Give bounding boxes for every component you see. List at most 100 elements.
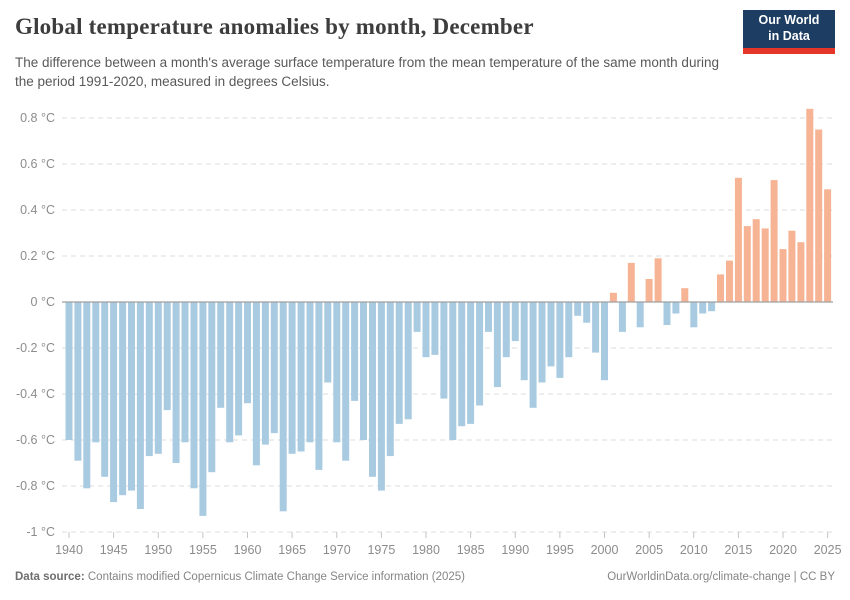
bar-1945[interactable] <box>110 302 118 503</box>
bar-1957[interactable] <box>217 302 225 408</box>
bar-2014[interactable] <box>726 260 733 302</box>
bar-1965[interactable] <box>288 302 296 454</box>
bar-2000[interactable] <box>601 302 608 381</box>
bar-1993[interactable] <box>538 302 546 383</box>
bar-1963[interactable] <box>270 302 278 434</box>
owid-logo: Our World in Data <box>743 10 835 54</box>
bar-2005[interactable] <box>645 279 653 302</box>
bar-1987[interactable] <box>485 302 492 332</box>
bar-1992[interactable] <box>529 302 537 408</box>
y-tick-label: 0.4 °C <box>20 203 55 217</box>
bar-1979[interactable] <box>413 302 421 332</box>
bar-2018[interactable] <box>761 228 769 302</box>
y-tick-label: -0.6 °C <box>16 433 55 447</box>
bar-1984[interactable] <box>458 302 466 427</box>
bar-1940[interactable] <box>65 302 73 440</box>
bar-2015[interactable] <box>734 177 742 302</box>
bar-1943[interactable] <box>92 302 100 443</box>
bar-1951[interactable] <box>163 302 171 411</box>
bar-2023[interactable] <box>806 108 814 302</box>
bar-1982[interactable] <box>440 302 448 399</box>
bar-2024[interactable] <box>815 129 823 303</box>
bar-1966[interactable] <box>297 302 305 452</box>
bar-1942[interactable] <box>83 302 91 489</box>
bars-group <box>65 108 832 516</box>
bar-1977[interactable] <box>395 302 403 424</box>
x-axis: 1940 1945 1950 1955 1960 1965 1970 1975 1980 1985… <box>55 532 842 557</box>
bar-1991[interactable] <box>520 302 528 381</box>
bar-1972[interactable] <box>351 302 359 401</box>
y-axis-labels: 0.8 °C 0.6 °C 0.4 °C 0.2 °C 0 °C -0.2 °C -0.4 … <box>16 111 55 539</box>
bar-2004[interactable] <box>636 302 644 328</box>
bar-1968[interactable] <box>315 302 323 470</box>
bar-1941[interactable] <box>74 302 82 461</box>
bar-1950[interactable] <box>154 302 162 454</box>
bar-1958[interactable] <box>226 302 234 443</box>
bar-1999[interactable] <box>592 302 600 353</box>
bar-1971[interactable] <box>342 302 350 461</box>
bar-1981[interactable] <box>431 302 439 355</box>
bar-1954[interactable] <box>190 302 198 489</box>
bar-1974[interactable] <box>369 302 376 477</box>
data-source-note: Data source: Contains modified Copernicu… <box>15 571 465 583</box>
bar-1947[interactable] <box>128 302 135 491</box>
data-source-label: Data source: <box>15 571 85 583</box>
bar-1983[interactable] <box>449 302 457 440</box>
bar-2001[interactable] <box>609 292 617 302</box>
owid-logo-line1: Our World <box>758 13 820 28</box>
bar-1970[interactable] <box>333 302 341 443</box>
bar-2007[interactable] <box>663 302 671 325</box>
bar-1973[interactable] <box>360 302 367 440</box>
attribution-link[interactable]: OurWorldinData.org/climate-change | CC B… <box>607 571 835 583</box>
bar-2008[interactable] <box>672 302 680 314</box>
bar-2011[interactable] <box>699 302 707 314</box>
y-tick-label: -1 °C <box>26 525 55 539</box>
bar-2025[interactable] <box>824 189 832 302</box>
bar-2009[interactable] <box>681 288 689 302</box>
bar-2016[interactable] <box>743 226 751 302</box>
bar-2002[interactable] <box>618 302 626 332</box>
bar-1969[interactable] <box>324 302 332 383</box>
bar-1962[interactable] <box>261 302 269 445</box>
x-tick-label: 1950 <box>144 543 172 557</box>
bar-1998[interactable] <box>583 302 591 323</box>
bar-1956[interactable] <box>208 302 216 473</box>
bar-1990[interactable] <box>511 302 519 342</box>
bar-1959[interactable] <box>235 302 243 436</box>
bar-1980[interactable] <box>422 302 430 358</box>
bar-1994[interactable] <box>547 302 555 367</box>
bar-2012[interactable] <box>708 302 716 312</box>
bar-1967[interactable] <box>306 302 314 443</box>
bar-2021[interactable] <box>788 230 796 302</box>
bar-2010[interactable] <box>690 302 698 328</box>
bar-1985[interactable] <box>467 302 475 424</box>
bar-2006[interactable] <box>654 258 662 302</box>
bar-1996[interactable] <box>565 302 573 358</box>
bar-2019[interactable] <box>770 180 778 302</box>
bar-1976[interactable] <box>386 302 394 457</box>
bar-1953[interactable] <box>181 302 189 443</box>
bar-2003[interactable] <box>627 262 635 302</box>
bar-1949[interactable] <box>145 302 153 457</box>
bar-1988[interactable] <box>493 302 501 388</box>
bar-1995[interactable] <box>556 302 564 378</box>
bar-1975[interactable] <box>377 302 385 491</box>
bar-1986[interactable] <box>476 302 484 406</box>
bar-1952[interactable] <box>172 302 180 463</box>
bar-2017[interactable] <box>752 219 760 302</box>
bar-2022[interactable] <box>797 242 805 302</box>
bar-1946[interactable] <box>119 302 127 496</box>
bar-1964[interactable] <box>279 302 287 512</box>
bar-2013[interactable] <box>717 274 724 302</box>
bar-1955[interactable] <box>199 302 207 516</box>
bar-1989[interactable] <box>502 302 510 358</box>
bar-1961[interactable] <box>252 302 260 466</box>
bar-1997[interactable] <box>574 302 582 316</box>
bar-1960[interactable] <box>244 302 251 404</box>
bar-1948[interactable] <box>136 302 144 509</box>
bar-1944[interactable] <box>101 302 109 477</box>
x-tick-label: 1975 <box>367 543 395 557</box>
y-tick-label: -0.2 °C <box>16 341 55 355</box>
bar-1978[interactable] <box>404 302 412 420</box>
bar-2020[interactable] <box>779 249 787 302</box>
